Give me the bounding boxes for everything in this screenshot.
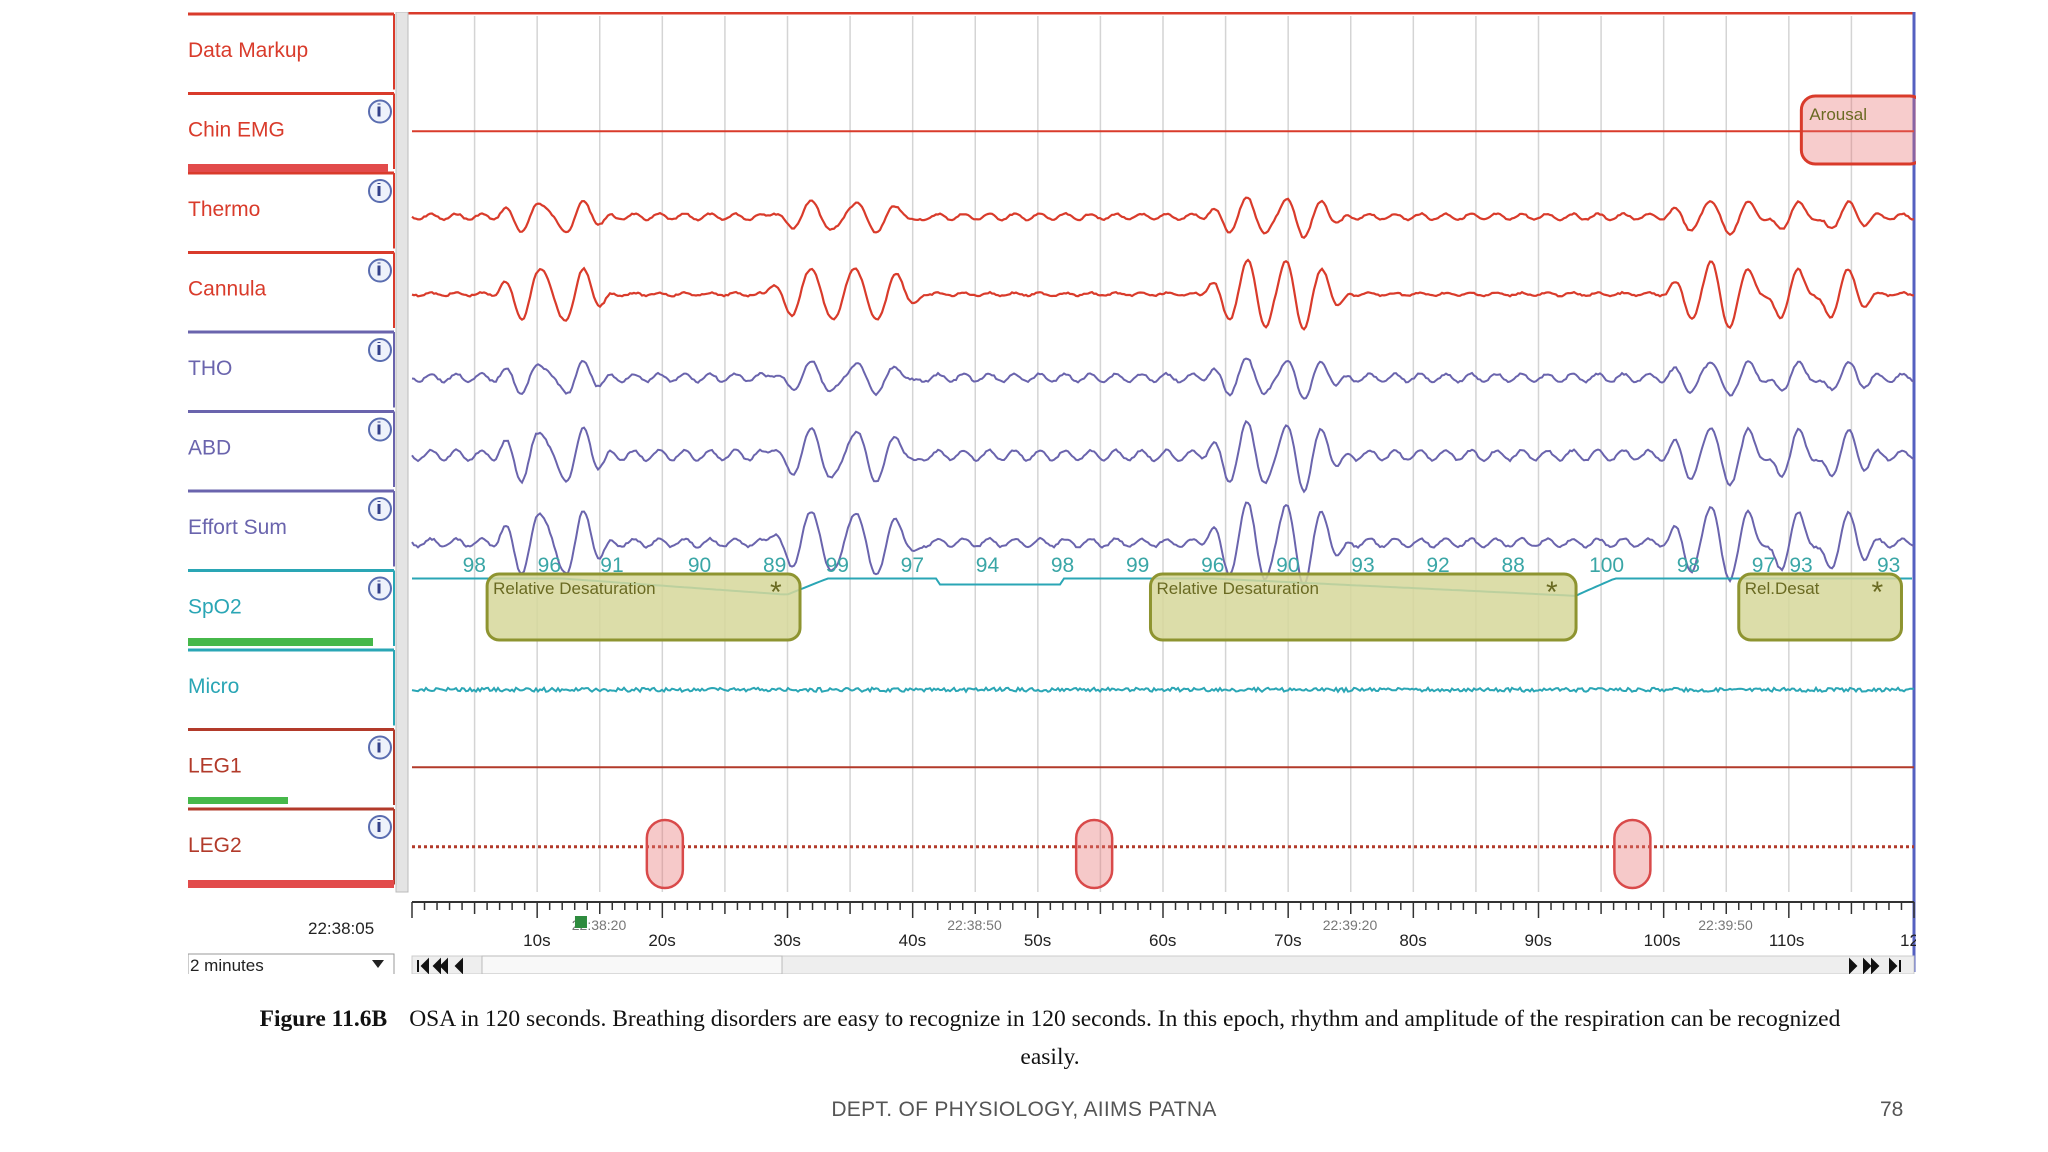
spo2-value: 94 [976,554,1000,577]
ruler-seconds-label: 80s [1399,931,1426,950]
leg-movement-event[interactable] [645,818,685,890]
ruler-clock-label: 22:39:50 [1698,917,1753,933]
ruler-seconds-label: 90s [1525,931,1552,950]
channel-label-micro[interactable]: Micro [188,675,239,698]
trace-tho [411,357,1915,400]
spo2-value: 93 [1351,554,1374,577]
spo2-value: 90 [1276,554,1299,577]
channel-label-leg1[interactable]: LEG1 [188,755,242,778]
spo2-value: 100 [1589,554,1624,577]
next-page-icon[interactable] [1863,957,1880,974]
channel-label-tho[interactable]: THO [188,357,232,380]
event-marker-icon: * [1871,576,1883,609]
channel-label-effort-sum[interactable]: Effort Sum [188,516,287,539]
spo2-value-labels: 98 96 91 90 89 99 97 94 98 99 96 90 93 92 88 100 98 97 93 9… [463,554,1901,577]
chin-emg-level-bar [188,164,388,172]
ruler-seconds-label: 10s [523,931,550,950]
figure-caption: Figure 11.6B OSA in 120 seconds. Breathin… [240,1000,1860,1076]
channel-label-thermo[interactable]: Thermo [188,198,260,221]
footer-department: DEPT. OF PHYSIOLOGY, AIIMS PATNA [831,1098,1217,1121]
navigation-controls: 22:38:05 2 minutes [188,919,1915,974]
desaturation-event-box[interactable] [1148,572,1578,642]
spo2-value: 89 [763,554,786,577]
spo2-value: 98 [1677,554,1700,577]
trace-thermo [411,196,1915,239]
channel-label-abd[interactable]: ABD [188,437,231,460]
ruler-seconds-label: 100s [1644,931,1681,950]
ruler-seconds-label: 60s [1149,931,1176,950]
spo2-value: 91 [600,554,623,577]
cursor-marker-icon[interactable] [574,916,587,928]
desaturation-event-label: Relative Desaturation [493,579,656,598]
event-annotations: Relative Desaturation * Relative Desaturat… [485,94,1916,890]
last-page-icon[interactable] [1889,957,1901,974]
desaturation-event-box[interactable] [485,572,802,642]
psg-canvas: Data Markup Chin EMG Thermo Cannula THO ABD Ef… [188,12,1916,974]
spo2-value: 99 [826,554,849,577]
step-back-icon[interactable] [454,957,463,974]
channel-label-spo2[interactable]: SpO2 [188,596,242,619]
start-time-label: 22:38:05 [308,919,374,938]
desaturation-event-label: Relative Desaturation [1156,579,1319,598]
ruler-clock-label: 22:39:20 [1323,917,1378,933]
ruler-seconds-label: 110s [1769,931,1805,950]
leg-movement-event[interactable] [1613,818,1652,890]
epoch-window-value: 2 minutes [190,956,264,974]
event-marker-icon: * [770,576,782,609]
channel-label-cannula[interactable]: Cannula [188,278,267,301]
spo2-value: 97 [901,554,924,577]
spo2-value: 90 [688,554,711,577]
desaturation-event-label: Rel.Desat [1745,579,1820,598]
previous-page-icon[interactable] [432,957,448,974]
trace-cannula [411,258,1915,331]
leg-movement-event[interactable] [1074,818,1114,890]
ruler-seconds-label: 30s [774,931,801,950]
spo2-value: 93 [1789,554,1812,577]
splitter-bar[interactable] [395,12,409,893]
spo2-value: 97 [1752,554,1775,577]
ruler-clock-label: 22:38:50 [947,917,1002,933]
spo2-value: 96 [538,554,561,577]
leg1-level-bar [188,797,288,804]
channel-label-data-markup[interactable]: Data Markup [188,39,308,62]
epoch-window-select[interactable] [188,953,395,974]
channel-label-chin-emg[interactable]: Chin EMG [188,119,285,142]
figure-number: Figure 11.6B [259,1006,388,1032]
arousal-event-box[interactable] [1799,94,1916,166]
channel-sidebar: Data Markup Chin EMG Thermo Cannula THO ABD Ef… [188,12,395,888]
spo2-value: 96 [1201,554,1224,577]
ruler-seconds-label: 20s [648,931,675,950]
ruler-seconds-label: 50s [1024,931,1051,950]
arousal-event-label: Arousal [1809,105,1867,124]
ruler-seconds-label: 70s [1274,931,1301,950]
desaturation-event-box[interactable] [1737,572,1903,642]
spo2-value: 88 [1501,554,1524,577]
ruler-seconds-label: 40s [899,931,926,950]
chevron-down-icon[interactable] [372,960,384,968]
psg-viewer: Data Markup Chin EMG Thermo Cannula THO ABD Ef… [188,12,1916,974]
channel-label-leg2[interactable]: LEG2 [188,834,242,857]
ruler-seconds-label: 120 [1900,931,1916,950]
spo2-value: 98 [463,554,486,577]
step-forward-icon[interactable] [1849,957,1858,974]
spo2-value: 92 [1426,554,1449,577]
caption-text: OSA in 120 seconds. Breathing disorders … [409,1006,1841,1070]
trace-micro [411,685,1915,694]
time-ruler: 10s 20s 30s 40s 50s 60s 70s 80s 90s 100s 110s 120 22… [411,901,1916,950]
leg2-level-bar [188,880,394,888]
scrollbar-track[interactable] [411,955,1915,974]
page-number: 78 [1880,1098,1904,1121]
spo2-value: 93 [1877,554,1900,577]
event-marker-icon: * [1546,576,1558,609]
grid-lines [395,12,1916,972]
trace-abd [411,419,1915,494]
trace-effort-sum [411,501,1915,587]
scrollbar-thumb[interactable] [481,955,783,974]
spo2-level-bar [188,638,373,646]
first-page-icon[interactable] [417,957,429,974]
spo2-value: 98 [1051,554,1074,577]
spo2-value: 99 [1126,554,1149,577]
